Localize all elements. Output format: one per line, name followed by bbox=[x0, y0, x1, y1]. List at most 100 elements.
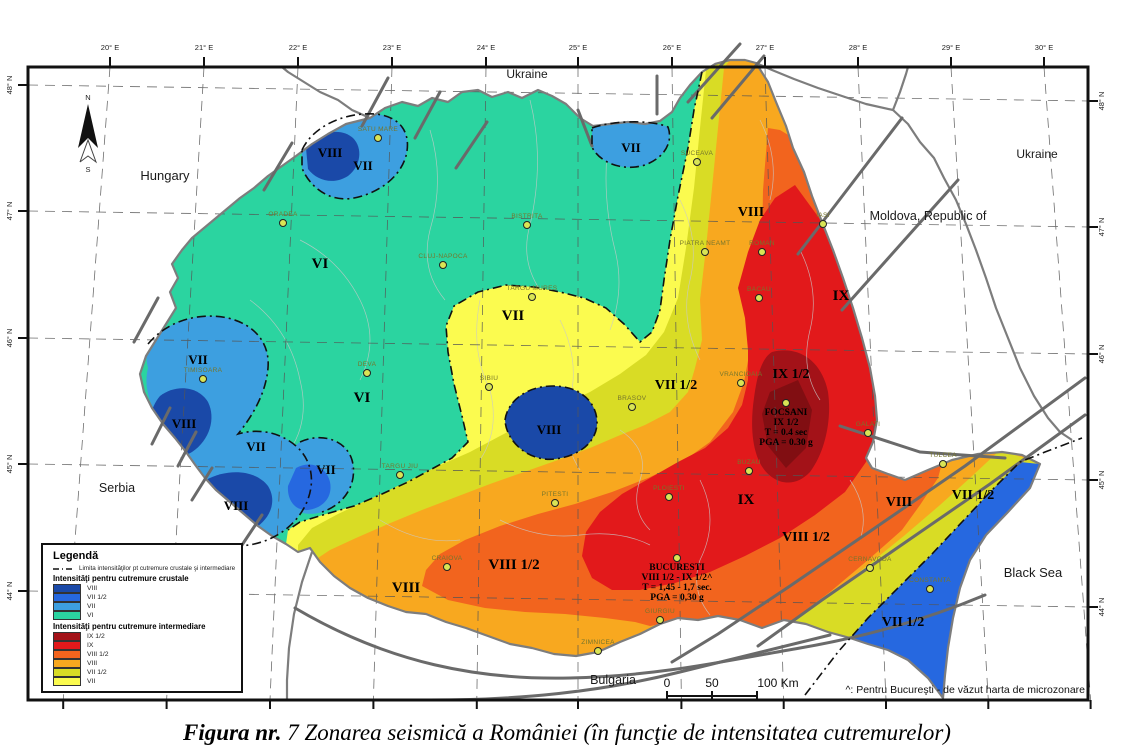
legend-swatch-label: VII 1/2 bbox=[87, 594, 107, 601]
annotation-line: PGA = 0,30 g bbox=[650, 593, 704, 603]
zone-intensity-label: VIII bbox=[318, 145, 343, 160]
city-label: BISTRITA bbox=[511, 213, 543, 220]
city-label: TARGU JIU bbox=[382, 463, 419, 470]
country-label: Serbia bbox=[99, 481, 135, 495]
city-dot bbox=[551, 499, 559, 507]
zone-intensity-labels: VIII VII VII VI VI VII VII VIII VII VIII VII VIII VI… bbox=[172, 140, 994, 630]
zone-crustal-vii-north-pocket bbox=[592, 121, 670, 168]
scale-bar-label: 100 Km bbox=[757, 676, 798, 690]
annotation-line: PGA = 0.30 g bbox=[759, 438, 813, 448]
city-dot bbox=[656, 616, 664, 624]
city-dot bbox=[594, 647, 602, 655]
moldova-ukraine-border bbox=[892, 109, 1073, 441]
caption-text: Zonarea seismică a României (în funcţie … bbox=[304, 720, 951, 745]
zone-intensity-label: VIII bbox=[392, 580, 421, 596]
longitude-label: 30° E bbox=[1035, 43, 1053, 52]
latitude-label: 47° N bbox=[5, 202, 14, 221]
legend-swatch bbox=[53, 602, 81, 611]
legend-swatch-label: IX 1/2 bbox=[87, 633, 105, 640]
city-dot bbox=[673, 554, 681, 562]
zone-intensity-label: VIII 1/2 bbox=[782, 530, 830, 545]
latitude-label: 45° N bbox=[1097, 471, 1106, 490]
zone-intensity-label: VII bbox=[316, 462, 336, 477]
city-label: CERNAVODA bbox=[848, 556, 892, 563]
city-dot bbox=[782, 399, 790, 407]
latitude-label: 47° N bbox=[1097, 218, 1106, 237]
city-dot bbox=[279, 219, 287, 227]
city-dot bbox=[199, 375, 207, 383]
city-label: PIATRA NEAMT bbox=[680, 240, 731, 247]
zone-intensity-label: IX 1/2 bbox=[773, 367, 810, 382]
longitude-label: 29° E bbox=[942, 43, 960, 52]
country-label: Ukraine bbox=[1016, 147, 1058, 161]
latitude-label: 48° N bbox=[1097, 92, 1106, 111]
caption-number: 7 bbox=[287, 720, 299, 745]
legend-swatch-label: VI bbox=[87, 612, 94, 619]
city-label: CRAIOVA bbox=[432, 555, 463, 562]
map-frame bbox=[26, 65, 1090, 702]
zone-intensity-label: VI bbox=[354, 390, 371, 406]
city-markers: SATU MARE ORADEA SUCEAVA BISTRITA CLUJ-NAPOC… bbox=[184, 126, 957, 655]
latitude-label: 46° N bbox=[5, 329, 14, 348]
city-dot bbox=[628, 403, 636, 411]
country-borders bbox=[138, 58, 1073, 700]
legend-title: Legendă bbox=[53, 550, 99, 562]
city-label: ROMAN bbox=[749, 240, 775, 247]
city-label: TIMISOARA bbox=[184, 367, 223, 374]
city-dot bbox=[926, 585, 934, 593]
legend-swatch-label: VIII bbox=[87, 660, 98, 667]
zone-intensity-label: VII bbox=[621, 140, 641, 155]
limit-lines bbox=[147, 71, 1083, 696]
city-dot bbox=[758, 248, 766, 256]
city-dot bbox=[528, 293, 536, 301]
longitude-label: 21° E bbox=[195, 43, 213, 52]
city-dot bbox=[665, 493, 673, 501]
zone-intensity-label: VIII bbox=[172, 416, 197, 431]
country-label: Hungary bbox=[140, 168, 190, 183]
legend-limit-row: Limita intensităţilor pt cutremure crust… bbox=[53, 565, 241, 572]
zone-ix-half-core bbox=[762, 380, 812, 468]
legend-row: VI bbox=[53, 611, 241, 620]
scale-bar-label: 0 bbox=[664, 676, 671, 690]
legend-swatch bbox=[53, 584, 81, 593]
city-dot bbox=[363, 369, 371, 377]
latitude-label: 48° N bbox=[5, 76, 14, 95]
meridian-line bbox=[671, 66, 682, 701]
limit-line-sample bbox=[53, 567, 75, 570]
zone-ix-region bbox=[582, 185, 877, 590]
zone-crustal-viii-satu-mare bbox=[306, 131, 360, 181]
zone-intensity-label: VIII 1/2 bbox=[488, 557, 539, 573]
zone-intensity-label: VIII bbox=[224, 498, 249, 513]
city-dot bbox=[745, 467, 753, 475]
parallel-line bbox=[27, 210, 1089, 228]
zone-crustal-vii-half-dobrogea bbox=[850, 462, 1040, 698]
legend-swatch-label: VII bbox=[87, 678, 96, 685]
country-label: Ukraine bbox=[506, 67, 548, 81]
legend-row: VII 1/2 bbox=[53, 593, 241, 602]
city-dot bbox=[439, 261, 447, 269]
longitude-label: 23° E bbox=[383, 43, 401, 52]
zone-vi-region bbox=[140, 72, 702, 544]
latitude-label: 45° N bbox=[5, 455, 14, 474]
city-dot bbox=[819, 220, 827, 228]
city-label: DEVA bbox=[358, 361, 377, 368]
city-label: PITESTI bbox=[542, 491, 569, 498]
city-label: BRASOV bbox=[618, 395, 647, 402]
city-label: CLUJ-NAPOCA bbox=[418, 253, 468, 260]
scale-bar-label: 50 bbox=[705, 676, 719, 690]
longitude-label: 20° E bbox=[101, 43, 119, 52]
legend-limit-label: Limita intensităţilor pt cutremure crust… bbox=[79, 565, 236, 572]
meridian-line bbox=[1043, 66, 1091, 701]
longitude-label: 26° E bbox=[663, 43, 681, 52]
parallel-line bbox=[27, 337, 1089, 355]
meridian-line bbox=[764, 66, 785, 701]
city-label: BACAU bbox=[747, 286, 771, 293]
city-dot bbox=[374, 134, 382, 142]
legend-row: VIII bbox=[53, 584, 241, 593]
longitude-label: 22° E bbox=[289, 43, 307, 52]
annotation-line: IX 1/2 bbox=[773, 418, 798, 428]
figure-caption: Figura nr. 7 Zonarea seismică a României… bbox=[0, 720, 1134, 746]
meridian-line bbox=[950, 66, 989, 701]
city-label: IASI bbox=[816, 212, 829, 219]
